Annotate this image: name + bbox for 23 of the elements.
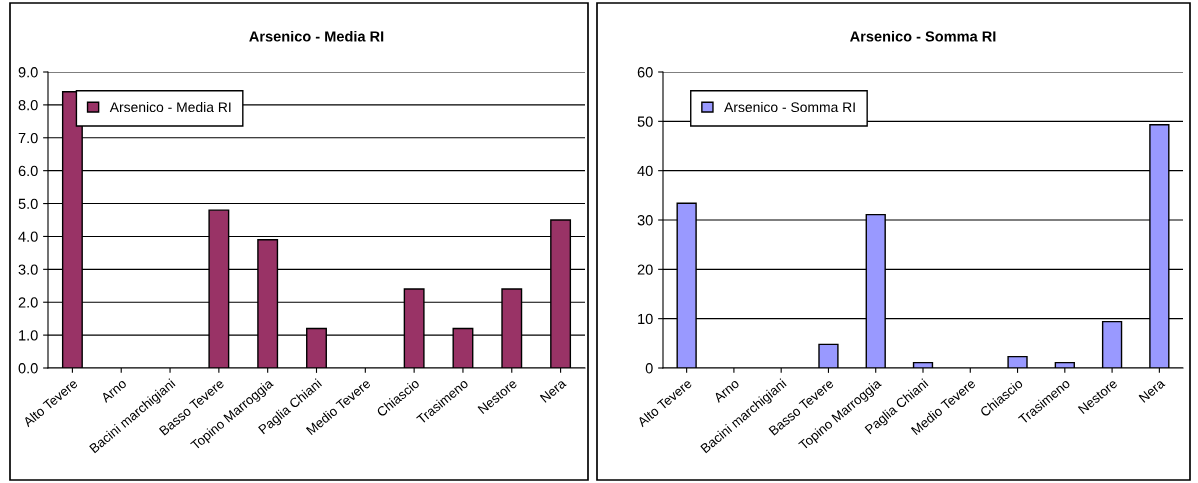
chart-title: Arsenico - Somma RI [850,30,996,42]
y-tick-label: 0.0 [18,363,38,374]
y-tick-label: 2.0 [18,297,38,308]
x-tick-label: Nera [1138,378,1166,403]
y-tick-label: 30 [637,215,653,226]
y-tick-label: 9.0 [18,67,38,78]
legend-label: Arsenico - Somma RI [724,101,855,113]
y-tick-label: 1.0 [19,330,38,341]
y-tick-label: 60 [637,67,653,78]
y-tick-label: 5.0 [18,198,38,209]
y-tick-label: 0 [645,363,653,374]
chart-title: Arsenico - Media RI [249,30,384,42]
y-tick-label: 20 [637,264,653,275]
y-tick-label: 4.0 [18,231,38,242]
y-tick-label: 6.0 [18,165,38,177]
y-tick-label: 3.0 [18,264,38,275]
legend-label: Arsenico - Media RI [109,101,231,113]
y-tick-label: 10 [638,313,653,325]
y-tick-label: 8.0 [18,99,38,111]
x-tick-label: Nera [539,378,567,403]
y-tick-label: 50 [637,116,653,127]
y-tick-label: 40 [637,165,653,177]
y-tick-label: 7.0 [18,132,38,144]
